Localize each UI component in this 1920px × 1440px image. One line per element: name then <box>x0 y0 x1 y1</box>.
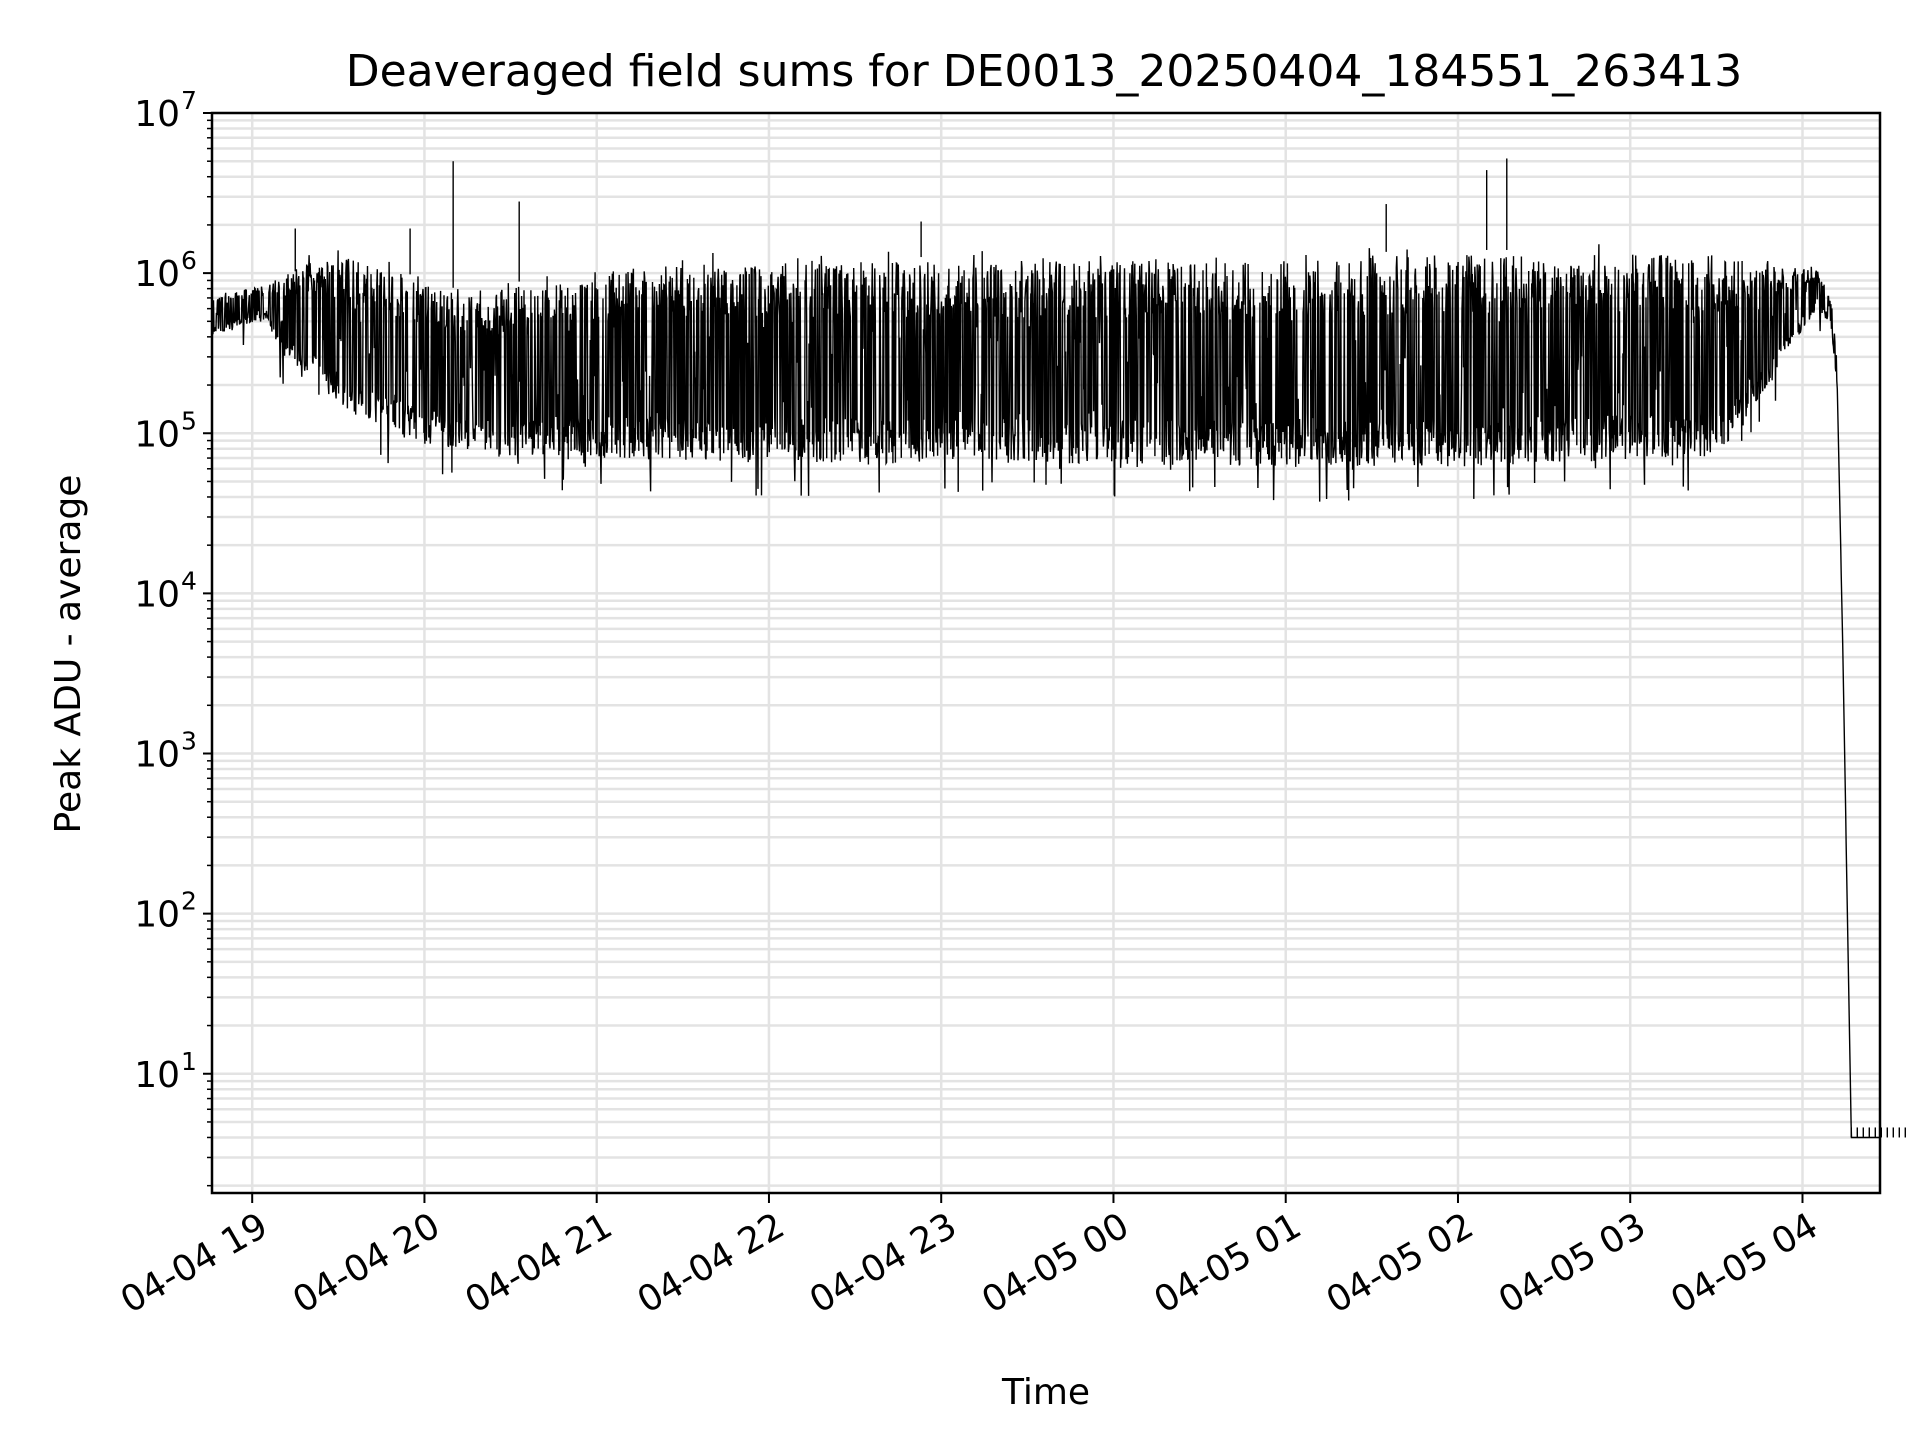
y-tick-exponent: 5 <box>181 406 197 435</box>
x-tick-label: 04-05 02 <box>1320 1205 1481 1321</box>
y-tick-label: 10 <box>134 895 180 936</box>
y-axis-label: Peak ADU - average <box>48 475 89 834</box>
x-tick-label: 04-05 00 <box>975 1205 1136 1321</box>
x-axis: 04-04 19 04-04 20 04-04 21 04-04 22 04-04 23… <box>114 1193 1825 1322</box>
y-tick-label: 10 <box>134 414 180 455</box>
plot-frame <box>210 111 1882 1195</box>
x-axis-label: Time <box>1001 1372 1090 1413</box>
y-tick-exponent: 7 <box>181 86 197 115</box>
series-trace <box>211 244 1880 1139</box>
x-tick-label: 04-04 19 <box>114 1205 275 1321</box>
y-tick-exponent: 2 <box>181 887 197 916</box>
x-tick-label: 04-04 22 <box>631 1205 792 1321</box>
x-tick-label: 04-04 21 <box>459 1205 620 1321</box>
y-tick-label: 10 <box>134 574 180 615</box>
y-tick-label: 10 <box>134 254 180 295</box>
y-tick-exponent: 3 <box>181 727 197 756</box>
x-tick-label: 04-04 20 <box>286 1205 447 1321</box>
x-tick-label: 04-04 23 <box>803 1205 964 1321</box>
x-tick-label: 04-05 01 <box>1148 1205 1309 1321</box>
y-tick-exponent: 1 <box>181 1047 197 1076</box>
y-tick-exponent: 6 <box>181 246 197 275</box>
x-tick-label: 04-05 04 <box>1664 1205 1825 1321</box>
grid <box>212 111 1880 1193</box>
chart-title: Deaveraged field sums for DE0013_2025040… <box>346 46 1743 97</box>
y-tick-label: 10 <box>134 94 180 135</box>
y-tick-exponent: 4 <box>181 566 197 595</box>
x-tick-label: 04-05 03 <box>1492 1205 1653 1321</box>
y-tick-label: 10 <box>134 1055 180 1096</box>
y-tick-label: 10 <box>134 735 180 776</box>
series-layer <box>211 158 1906 1139</box>
